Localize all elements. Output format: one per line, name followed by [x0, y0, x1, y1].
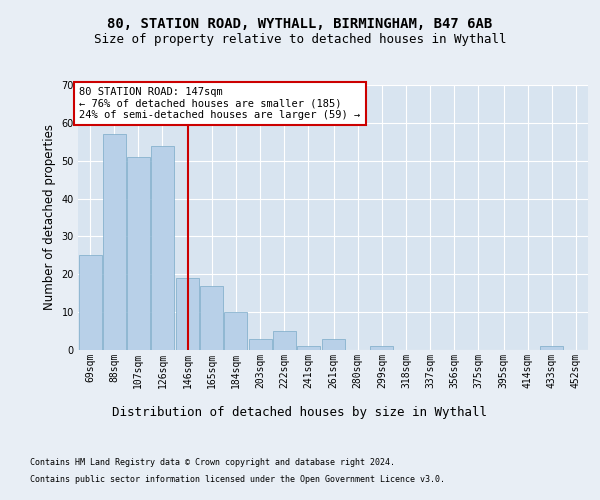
- Bar: [79, 256, 101, 350]
- Bar: [127, 157, 150, 350]
- Bar: [370, 346, 394, 350]
- Bar: [103, 134, 126, 350]
- Bar: [297, 346, 320, 350]
- Bar: [322, 338, 345, 350]
- Text: 80 STATION ROAD: 147sqm
← 76% of detached houses are smaller (185)
24% of semi-d: 80 STATION ROAD: 147sqm ← 76% of detache…: [79, 87, 361, 120]
- Text: Size of property relative to detached houses in Wythall: Size of property relative to detached ho…: [94, 32, 506, 46]
- Bar: [151, 146, 174, 350]
- Y-axis label: Number of detached properties: Number of detached properties: [43, 124, 56, 310]
- Bar: [272, 331, 296, 350]
- Bar: [224, 312, 247, 350]
- Text: Contains HM Land Registry data © Crown copyright and database right 2024.: Contains HM Land Registry data © Crown c…: [30, 458, 395, 467]
- Text: 80, STATION ROAD, WYTHALL, BIRMINGHAM, B47 6AB: 80, STATION ROAD, WYTHALL, BIRMINGHAM, B…: [107, 18, 493, 32]
- Bar: [540, 346, 563, 350]
- Bar: [176, 278, 199, 350]
- Bar: [200, 286, 223, 350]
- Text: Distribution of detached houses by size in Wythall: Distribution of detached houses by size …: [113, 406, 487, 419]
- Text: Contains public sector information licensed under the Open Government Licence v3: Contains public sector information licen…: [30, 474, 445, 484]
- Bar: [248, 338, 272, 350]
